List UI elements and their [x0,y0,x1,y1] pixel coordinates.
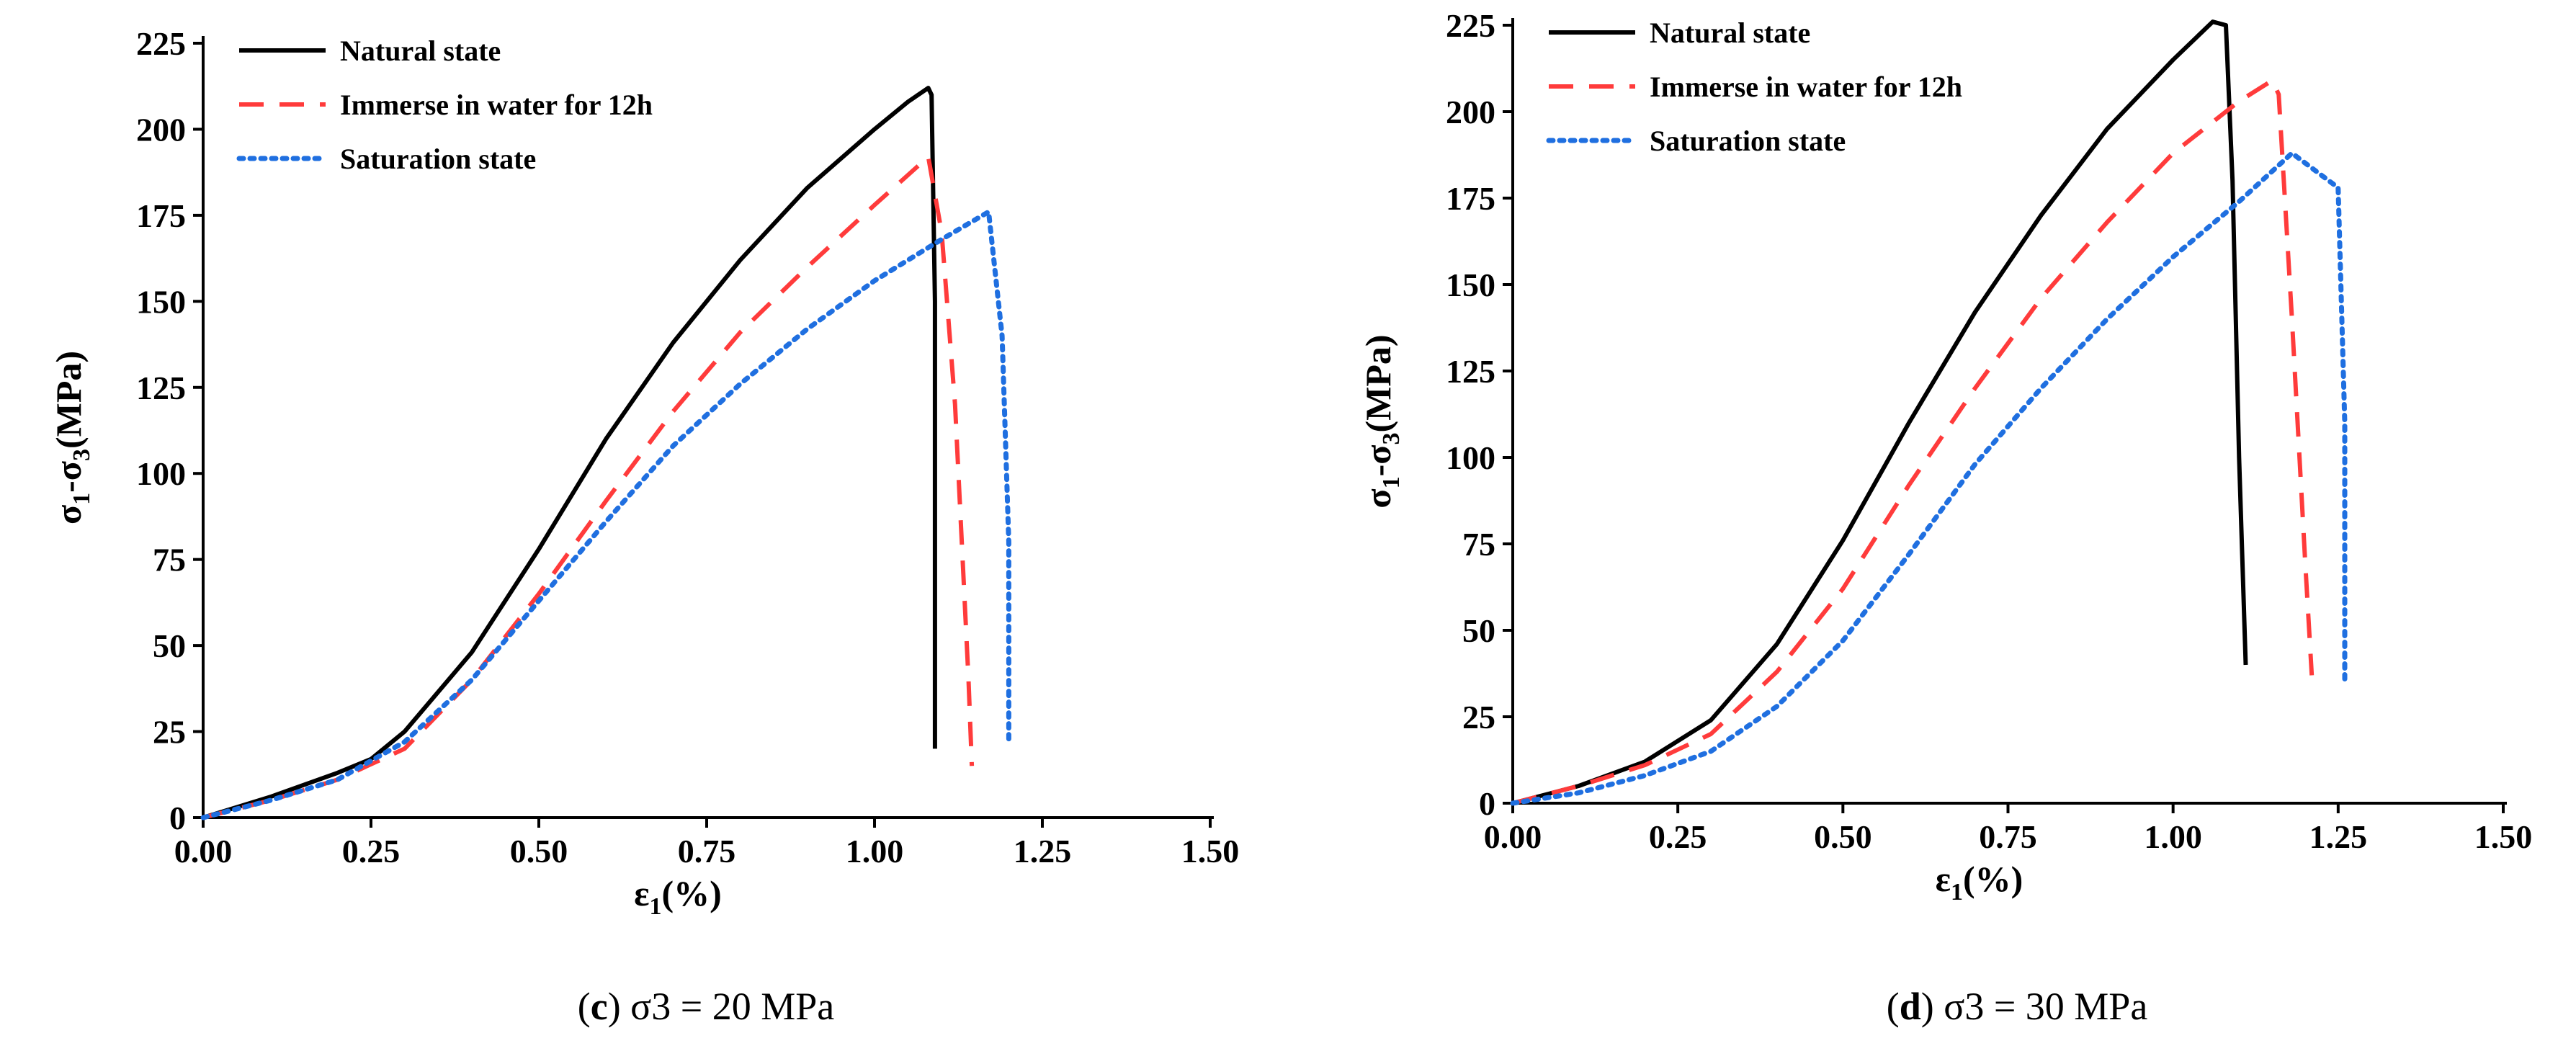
x-axis-title: ε1(%) [634,873,722,920]
series-line-immerse-in-water-for-12h [202,154,975,820]
y-tick-label: 25 [1462,699,1495,735]
x-tick-label: 0.00 [1484,818,1542,855]
x-tick-label: 0.25 [1649,818,1707,855]
y-axis-title-subscript: 1 [68,493,95,505]
y-axis-title-symbol: -σ [1358,444,1398,476]
y-axis-title-symbol: -σ [48,461,89,493]
y-tick-label: 0 [169,800,186,836]
caption-condition: σ3 = 30 MPa [1944,985,2147,1028]
caption-condition: σ3 = 20 MPa [630,985,834,1028]
legend-label: Saturation state [1650,125,1846,157]
y-tick-label: 175 [1446,180,1495,217]
x-tick-label: 1.25 [1014,833,1072,869]
y-axis-title-unit: (MPa) [48,351,89,449]
x-axis-title-subscript: 1 [1951,879,1963,905]
y-tick-label: 50 [153,627,186,664]
y-tick-label: 225 [1446,7,1495,44]
y-axis-title-subscript: 3 [1378,432,1405,444]
y-tick-label: 75 [153,542,186,578]
x-axis-title-unit: (%) [662,873,722,913]
y-tick-label: 25 [153,714,186,751]
y-axis-title-subscript: 3 [68,449,95,461]
caption-panel-letter: d [1900,985,1921,1028]
y-axis-title-unit: (MPa) [1358,334,1398,432]
legend-label: Natural state [1650,17,1810,49]
legend-label: Natural state [340,35,501,67]
caption-paren: ) [1921,985,1944,1028]
y-tick-label: 50 [1462,612,1495,649]
legend-label: Immerse in water for 12h [1650,71,1962,103]
x-tick-label: 0.50 [510,833,568,869]
caption-paren: ) [608,985,630,1028]
y-tick-label: 0 [1479,785,1495,822]
y-tick-label: 150 [1446,267,1495,303]
x-tick-label: 0.75 [678,833,736,869]
series-line-saturation-state [1510,151,2348,806]
caption-panel-letter: c [591,985,608,1028]
x-tick-label: 0.00 [174,833,233,869]
x-axis-title-subscript: 1 [650,893,662,920]
x-tick-label: 0.50 [1814,818,1872,855]
x-tick-label: 1.00 [2144,818,2202,855]
y-axis-title-subscript: 1 [1378,476,1405,488]
x-axis-title-symbol: ε [634,873,649,913]
y-axis-title: σ1-σ3(MPa) [48,351,95,524]
series-line-natural-state [202,86,937,820]
y-tick-label: 100 [136,455,186,492]
series-line-immerse-in-water-for-12h [1512,78,2315,805]
y-axis-title: σ1-σ3(MPa) [1358,334,1405,508]
y-tick-label: 200 [1446,94,1495,130]
panel-caption: (c) σ3 = 20 MPa [578,985,835,1028]
y-tick-label: 125 [1446,353,1495,390]
caption-paren: ( [578,985,591,1028]
x-axis-title: ε1(%) [1936,859,2023,905]
panel-caption: (d) σ3 = 30 MPa [1887,985,2148,1028]
y-tick-label: 225 [136,25,186,62]
caption-paren: ( [1887,985,1900,1028]
y-tick-label: 75 [1462,526,1495,563]
legend-label: Immerse in water for 12h [340,89,653,121]
y-tick-label: 175 [136,197,186,234]
y-tick-label: 150 [136,283,186,320]
x-axis-title-symbol: ε [1936,859,1951,899]
legend-label: Saturation state [340,143,536,175]
series-line-natural-state [1512,19,2248,805]
x-tick-label: 0.25 [342,833,401,869]
chart-panel-c: 0 25 50 75 100 125 150 175 200 225 0.00 0.25 0.50 0.7… [48,25,1239,1028]
x-tick-label: 0.75 [1979,818,2037,855]
y-tick-label: 200 [136,111,186,148]
x-tick-label: 1.50 [1181,833,1240,869]
x-tick-label: 1.00 [846,833,904,869]
x-axis-title-unit: (%) [1963,859,2023,899]
y-axis-title-symbol: σ [1358,488,1398,508]
y-tick-label: 100 [1446,439,1495,476]
y-tick-label: 125 [136,370,186,406]
y-axis-title-symbol: σ [48,505,89,524]
chart-panel-d: 0 25 50 75 100 125 150 175 200 225 0.00 0.25 0.50 0.7… [1358,7,2532,1028]
x-tick-label: 1.50 [2474,818,2533,855]
x-tick-label: 1.25 [2309,818,2368,855]
series-line-saturation-state [200,209,1011,820]
